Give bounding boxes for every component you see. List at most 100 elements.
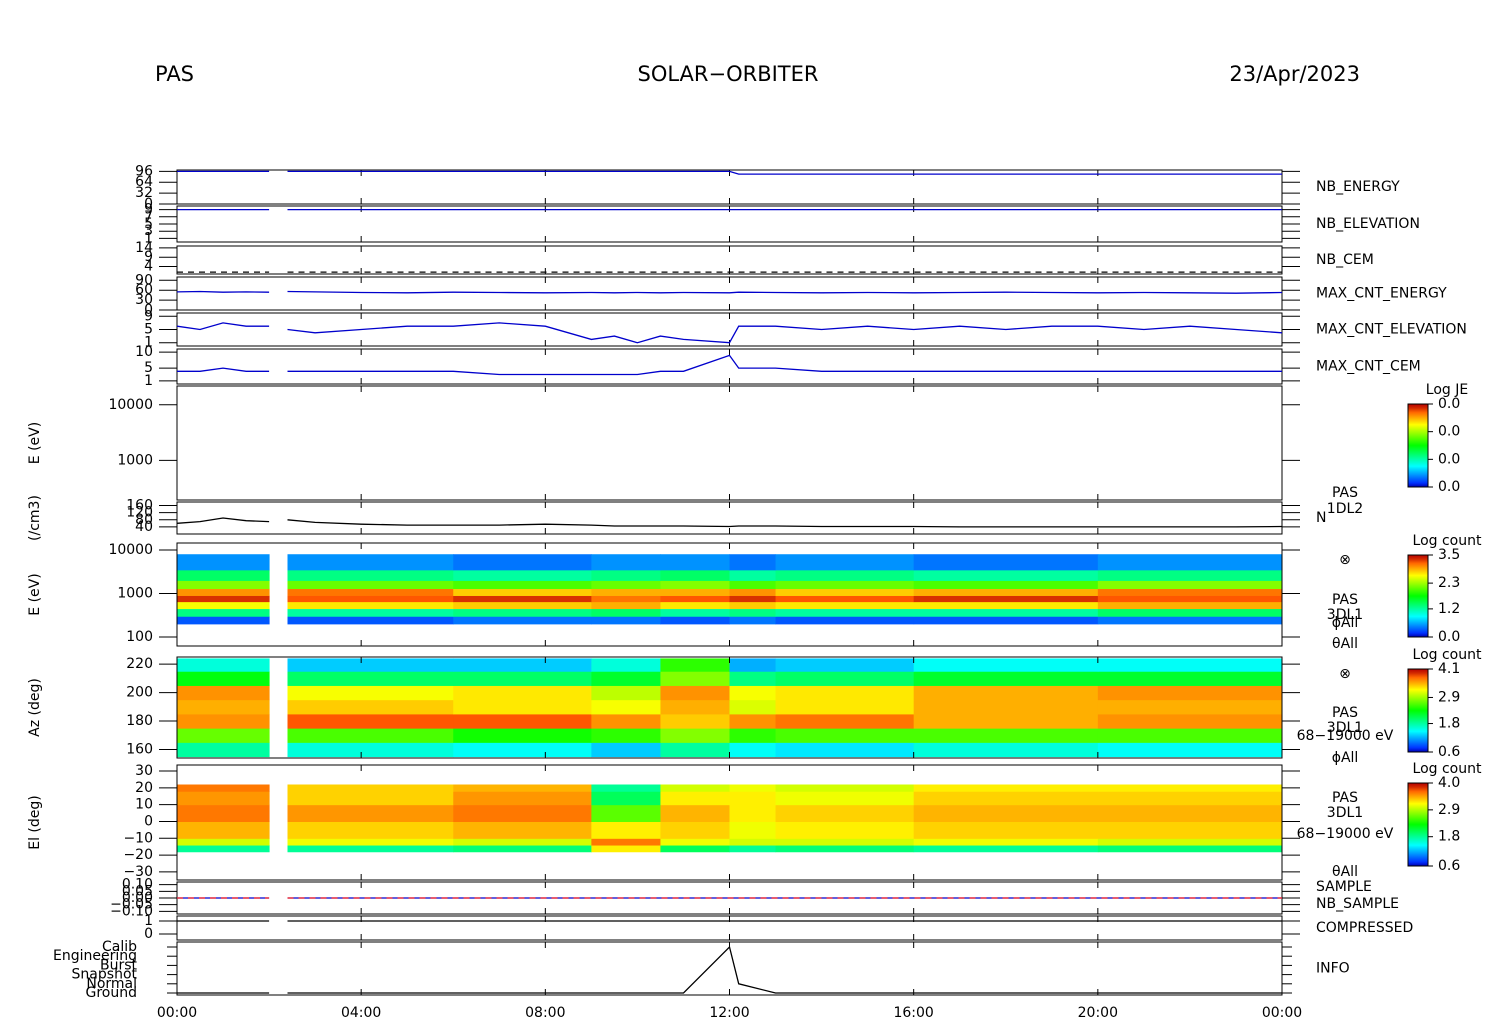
heatmap-cell xyxy=(775,580,915,590)
colorbar-tick-label: 0.0 xyxy=(1438,451,1460,467)
heatmap-cell xyxy=(287,728,454,743)
heatmap-cell xyxy=(775,845,915,853)
heatmap-cell xyxy=(729,554,777,571)
heatmap-cell xyxy=(660,580,730,590)
y-tick-label: 14 xyxy=(135,240,153,256)
y-tick-label: 0.00 xyxy=(122,890,153,906)
heatmap-cell xyxy=(453,784,592,792)
heatmap-cell xyxy=(729,728,777,743)
heatmap-cell xyxy=(177,608,270,617)
y-tick-label: 40 xyxy=(135,519,153,535)
colorbar-label: Log count xyxy=(1413,761,1482,777)
heatmap-cell xyxy=(591,821,661,839)
y-tick-label: 1 xyxy=(144,913,153,929)
heatmap-cell xyxy=(591,601,661,610)
heatmap-cell xyxy=(591,608,661,617)
heatmap-cell xyxy=(177,580,270,590)
heatmap-cell xyxy=(287,804,454,822)
heatmap-cell xyxy=(453,608,592,617)
heatmap-cell xyxy=(591,658,661,672)
heatmap-cell xyxy=(591,616,661,625)
heatmap-cell xyxy=(177,845,270,853)
heatmap-cell xyxy=(1097,784,1283,792)
heatmap-cell xyxy=(287,595,454,603)
heatmap-cell xyxy=(729,608,777,617)
heatmap-cell xyxy=(1097,728,1283,743)
heatmap-cell xyxy=(729,742,777,758)
series-line xyxy=(176,290,270,293)
heatmap-cell xyxy=(913,728,1099,743)
series-name: NB_ELEVATION xyxy=(1316,216,1420,232)
heatmap-cell xyxy=(775,791,915,806)
y-category-label: Burst xyxy=(100,957,138,973)
heatmap-cell xyxy=(775,616,915,625)
y-tick-label: 10 xyxy=(135,344,153,360)
heatmap-cell xyxy=(591,791,661,806)
heatmap-cell xyxy=(729,685,777,701)
series-name: MAX_CNT_ELEVATION xyxy=(1316,322,1467,338)
series-name: INFO xyxy=(1316,961,1350,977)
colorbar-tick-label: 0.6 xyxy=(1438,744,1460,760)
colorbar-tick-label: 0.6 xyxy=(1438,858,1460,874)
heatmap-cell xyxy=(591,784,661,792)
series-line xyxy=(287,354,1282,376)
heatmap-cell xyxy=(591,588,661,596)
heatmap-cell xyxy=(177,821,270,839)
colorbar-label: Log JE xyxy=(1426,382,1468,398)
heatmap-cell xyxy=(591,580,661,590)
heatmap-cell xyxy=(453,713,592,729)
heatmap-cell xyxy=(913,671,1099,686)
heatmap-cell xyxy=(1097,554,1283,571)
colorbar xyxy=(1407,668,1429,753)
heatmap-cell xyxy=(775,685,915,701)
heatmap-cell xyxy=(287,671,454,686)
x-tick-label: 12:00 xyxy=(709,1005,749,1020)
heatmap-cell xyxy=(775,742,915,758)
heatmap-cell xyxy=(775,569,915,581)
y-tick-label: −30 xyxy=(123,864,153,880)
y-axis-label: (/cm3) xyxy=(27,495,43,541)
heatmap-cell xyxy=(1097,685,1283,701)
heatmap-cell xyxy=(1097,601,1283,610)
heatmap-cell xyxy=(453,616,592,625)
heatmap-cell xyxy=(1097,742,1283,758)
heatmap-cell xyxy=(177,595,270,603)
heatmap-cell xyxy=(1097,608,1283,617)
heatmap-cell xyxy=(591,742,661,758)
heatmap-cell xyxy=(591,595,661,603)
colorbar-tick-label: 1.8 xyxy=(1438,716,1460,732)
heatmap-cell xyxy=(177,658,270,672)
heatmap-cell xyxy=(660,569,730,581)
header-left: PAS xyxy=(155,62,194,86)
annotation: PAS xyxy=(1332,592,1358,608)
heatmap-cell xyxy=(913,588,1099,596)
y-tick-label: 0.05 xyxy=(122,883,153,899)
series-line xyxy=(287,170,1282,175)
heatmap-cell xyxy=(591,728,661,743)
heatmap-cell xyxy=(660,804,730,822)
series-line xyxy=(287,519,1283,528)
annotation: ϕAll xyxy=(1332,750,1359,766)
heatmap-cell xyxy=(729,784,777,792)
heatmap-cell xyxy=(287,616,454,625)
colorbar xyxy=(1407,782,1429,867)
annotation: 3DL1 xyxy=(1327,805,1363,821)
heatmap-cell xyxy=(177,554,270,571)
heatmap-cell xyxy=(660,713,730,729)
heatmap-cell xyxy=(453,569,592,581)
y-axis-label: E (eV) xyxy=(27,422,43,464)
x-tick-label: 00:00 xyxy=(1262,1005,1302,1020)
heatmap-cell xyxy=(177,588,270,596)
y-tick-label: 0 xyxy=(144,196,153,212)
y-tick-label: 30 xyxy=(135,763,153,779)
heatmap-cell xyxy=(177,601,270,610)
heatmap-cell xyxy=(913,784,1099,792)
heatmap-cell xyxy=(453,595,592,603)
y-tick-label: 96 xyxy=(135,163,153,179)
y-tick-label: 3 xyxy=(144,223,153,239)
annotation: ⊗ xyxy=(1339,552,1351,568)
y-tick-label: 60 xyxy=(135,282,153,298)
heatmap-cell xyxy=(453,728,592,743)
heatmap-cell xyxy=(177,838,270,846)
